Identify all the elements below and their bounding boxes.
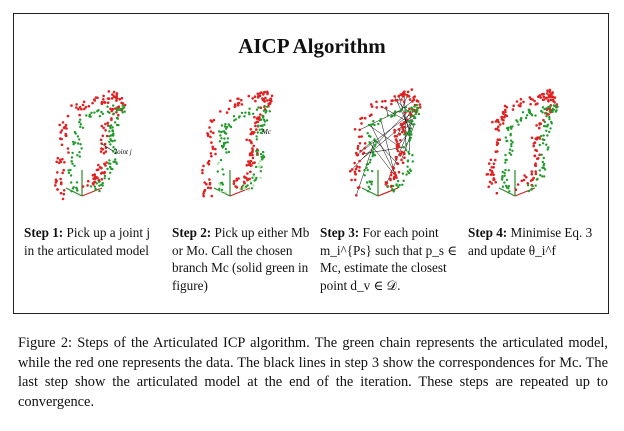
figure-frame	[13, 13, 609, 314]
figure-caption: Figure 2: Steps of the Articulated ICP a…	[18, 334, 608, 412]
caption-label: Figure 2:	[18, 335, 73, 351]
step2-text: Pick up either Mb or Mo. Call the chosen…	[172, 225, 310, 293]
step1-description: Step 1: Pick up a joint j in the articul…	[24, 224, 162, 259]
annotation-label: Mc	[261, 128, 272, 136]
annotation-label: Joint j	[114, 148, 132, 156]
step4-text: Minimise Eq. 3 and update θ_i^f	[468, 225, 593, 258]
axes-glyph	[213, 170, 251, 197]
axes-glyph	[65, 170, 103, 197]
step4-description: Step 4: Minimise Eq. 3 and update θ_i^f	[468, 224, 606, 259]
step1-plot: Joint j	[54, 90, 132, 201]
step2-description: Step 2: Pick up either Mb or Mo. Call th…	[172, 224, 310, 294]
step4-label: Step 4:	[468, 225, 508, 240]
step1-text: Pick up a joint j in the articulated mod…	[24, 225, 151, 258]
step3-label: Step 3:	[320, 225, 360, 240]
step4-plot	[485, 88, 559, 197]
step1-label: Step 1:	[24, 225, 64, 240]
step3-text: For each point m_i^{Ps} such that p_s ∈ …	[320, 225, 458, 293]
caption-text: Steps of the Articulated ICP algorithm. …	[18, 335, 608, 410]
step2-label: Step 2:	[172, 225, 212, 240]
step3-plot	[349, 88, 422, 197]
step3-description: Step 3: For each point m_i^{Ps} such tha…	[320, 224, 458, 294]
step1-articulated-model-image: Joint j	[22, 84, 160, 204]
step3-correspondences-image	[318, 84, 456, 204]
step2-chosen-branch-image: Mc	[170, 84, 308, 204]
figure-title: AICP Algorithm	[238, 34, 386, 58]
step4-updated-model-image	[455, 84, 593, 204]
step2-plot: Mc	[201, 90, 274, 198]
